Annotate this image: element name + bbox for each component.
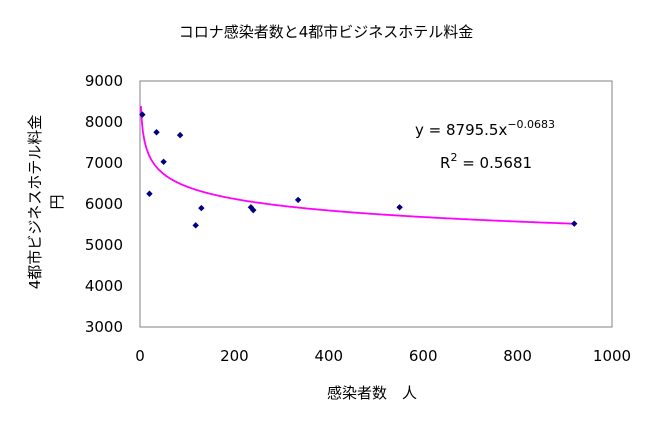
y-tick-label: 3000 [85,318,123,336]
data-point [294,196,302,204]
x-tick-label: 800 [503,347,532,365]
data-point [396,204,403,211]
r2-exponent: 2 [450,151,457,164]
data-point [160,158,167,165]
equation-base: y = 8795.5x [415,121,507,139]
y-tick-labels: 3000 4000 5000 6000 7000 8000 9000 [85,72,123,336]
x-tick-label: 400 [314,347,343,365]
y-tick-label: 5000 [85,236,123,254]
y-tick-label: 6000 [85,195,123,213]
y-tick-label: 4000 [85,277,123,295]
r-squared: R2 = 0.5681 [440,151,532,172]
x-axis-label: 感染者数 人 [327,384,417,402]
data-points [139,111,578,229]
r2-value: = 0.5681 [457,154,532,172]
x-tick-labels: 0 200 400 600 800 1000 [135,347,631,365]
plot-area [139,80,613,328]
y-tick-label: 7000 [85,154,123,172]
y-axis-label: 4都市ビジネスホテル料金 円 [26,115,66,290]
data-point [139,111,146,118]
data-point [192,222,199,229]
x-tick-label: 1000 [593,347,631,365]
x-tick-label: 0 [135,347,145,365]
r2-label: R [440,154,450,172]
y-tick-label: 9000 [85,72,123,90]
data-point [250,206,257,214]
data-point [153,129,160,136]
trendline [140,106,575,225]
data-point [198,204,205,212]
x-tick-label: 600 [409,347,438,365]
x-tick-label: 200 [220,347,249,365]
data-point [571,220,578,227]
chart-title: コロナ感染者数と4都市ビジネスホテル料金 [179,23,474,41]
y-tick-label: 8000 [85,113,123,131]
y-axis-label-main: 4都市ビジネスホテル料金 [26,115,44,290]
y-axis-label-unit: 円 [48,194,66,209]
trendline-equation: y = 8795.5x−0.0683 [415,118,555,139]
data-point [176,131,184,139]
equation-exponent: −0.0683 [507,118,555,131]
data-point [146,190,153,197]
